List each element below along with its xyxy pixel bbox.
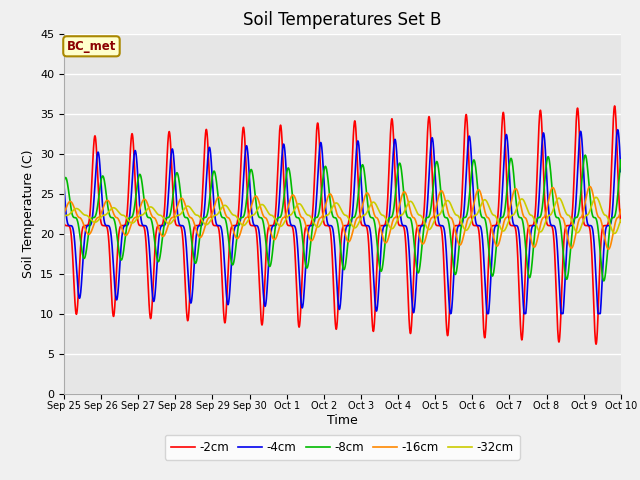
-8cm — [60, 179, 68, 184]
-4cm — [617, 168, 625, 174]
-32cm — [611, 230, 618, 236]
-32cm — [406, 198, 414, 204]
Legend: -2cm, -4cm, -8cm, -16cm, -32cm: -2cm, -4cm, -8cm, -16cm, -32cm — [165, 435, 520, 460]
-4cm — [614, 127, 621, 132]
-2cm — [60, 220, 68, 226]
-16cm — [397, 198, 404, 204]
-32cm — [216, 209, 223, 215]
-16cm — [617, 207, 625, 213]
-8cm — [617, 157, 625, 163]
-8cm — [397, 163, 404, 168]
-32cm — [617, 217, 625, 223]
-8cm — [581, 152, 589, 158]
-32cm — [617, 217, 625, 223]
-4cm — [60, 182, 68, 188]
Line: -4cm: -4cm — [64, 130, 621, 313]
-4cm — [447, 311, 454, 316]
-32cm — [564, 212, 572, 218]
-16cm — [564, 236, 572, 242]
-2cm — [397, 223, 404, 228]
-2cm — [617, 218, 625, 224]
-8cm — [216, 204, 223, 210]
-8cm — [406, 216, 414, 221]
-2cm — [592, 341, 600, 347]
-4cm — [406, 271, 414, 276]
Line: -16cm: -16cm — [64, 187, 621, 249]
-4cm — [179, 223, 187, 229]
-16cm — [216, 195, 223, 201]
-32cm — [592, 194, 600, 200]
Y-axis label: Soil Temperature (C): Soil Temperature (C) — [22, 149, 35, 278]
-16cm — [586, 184, 594, 190]
-2cm — [179, 242, 187, 248]
-16cm — [605, 246, 612, 252]
Line: -8cm: -8cm — [64, 155, 621, 281]
-2cm — [406, 331, 414, 336]
-8cm — [617, 158, 625, 164]
-4cm — [216, 223, 223, 228]
-8cm — [564, 273, 572, 278]
Text: BC_met: BC_met — [67, 40, 116, 53]
-8cm — [179, 210, 187, 216]
-2cm — [216, 231, 223, 237]
-32cm — [397, 213, 404, 218]
-16cm — [179, 197, 187, 203]
Line: -2cm: -2cm — [64, 106, 621, 344]
-32cm — [179, 207, 187, 213]
-4cm — [397, 213, 404, 219]
-4cm — [564, 230, 572, 236]
-8cm — [600, 278, 607, 284]
Line: -32cm: -32cm — [64, 197, 621, 233]
-32cm — [60, 214, 68, 220]
-2cm — [617, 219, 625, 225]
-16cm — [406, 208, 414, 214]
-4cm — [617, 166, 625, 171]
-16cm — [617, 207, 625, 213]
-2cm — [564, 223, 572, 228]
-2cm — [611, 103, 618, 109]
X-axis label: Time: Time — [327, 414, 358, 427]
-16cm — [60, 211, 68, 216]
Title: Soil Temperatures Set B: Soil Temperatures Set B — [243, 11, 442, 29]
